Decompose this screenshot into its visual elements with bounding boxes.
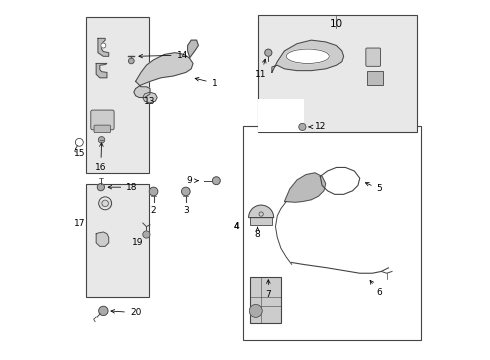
Text: 14: 14 [139, 51, 188, 60]
Text: 9: 9 [187, 176, 198, 185]
Text: 13: 13 [144, 96, 156, 105]
Text: 18: 18 [108, 183, 138, 192]
Wedge shape [248, 205, 274, 218]
Circle shape [97, 184, 104, 191]
Bar [243, 126, 421, 339]
Bar [86, 184, 149, 297]
Ellipse shape [286, 49, 329, 63]
Text: 15: 15 [74, 149, 85, 158]
Circle shape [212, 177, 220, 185]
Circle shape [98, 136, 105, 143]
Text: 11: 11 [255, 59, 267, 79]
Polygon shape [98, 39, 109, 56]
Circle shape [249, 305, 262, 318]
Text: 16: 16 [95, 143, 107, 172]
Bar [250, 277, 281, 323]
Text: 19: 19 [132, 238, 143, 247]
Text: 8: 8 [255, 227, 260, 239]
Bar [258, 15, 417, 132]
Polygon shape [188, 40, 198, 58]
FancyBboxPatch shape [366, 48, 381, 66]
Text: 3: 3 [183, 206, 189, 215]
Circle shape [149, 187, 158, 196]
Bar [86, 17, 149, 173]
Bar [250, 217, 272, 225]
FancyBboxPatch shape [94, 125, 111, 133]
Text: 2: 2 [151, 206, 156, 215]
Bar [367, 71, 383, 85]
Polygon shape [134, 53, 193, 98]
Text: 10: 10 [330, 19, 343, 29]
Circle shape [101, 43, 106, 48]
Circle shape [265, 49, 272, 56]
Polygon shape [143, 92, 157, 103]
Text: 7: 7 [266, 280, 271, 299]
Polygon shape [96, 63, 107, 78]
Circle shape [181, 187, 190, 196]
Text: 20: 20 [111, 308, 141, 317]
Polygon shape [96, 232, 109, 246]
Circle shape [98, 306, 108, 316]
Text: 6: 6 [370, 280, 382, 297]
Circle shape [128, 58, 134, 64]
Polygon shape [272, 40, 343, 72]
Text: 17: 17 [74, 219, 85, 228]
Text: 1: 1 [195, 77, 218, 88]
Text: 5: 5 [366, 183, 382, 193]
Bar [258, 99, 304, 132]
FancyBboxPatch shape [91, 110, 114, 130]
Text: 4: 4 [233, 222, 239, 231]
Text: 4: 4 [233, 222, 239, 231]
Circle shape [299, 123, 306, 131]
Text: 12: 12 [309, 122, 326, 131]
Circle shape [143, 231, 150, 238]
Polygon shape [285, 173, 326, 202]
